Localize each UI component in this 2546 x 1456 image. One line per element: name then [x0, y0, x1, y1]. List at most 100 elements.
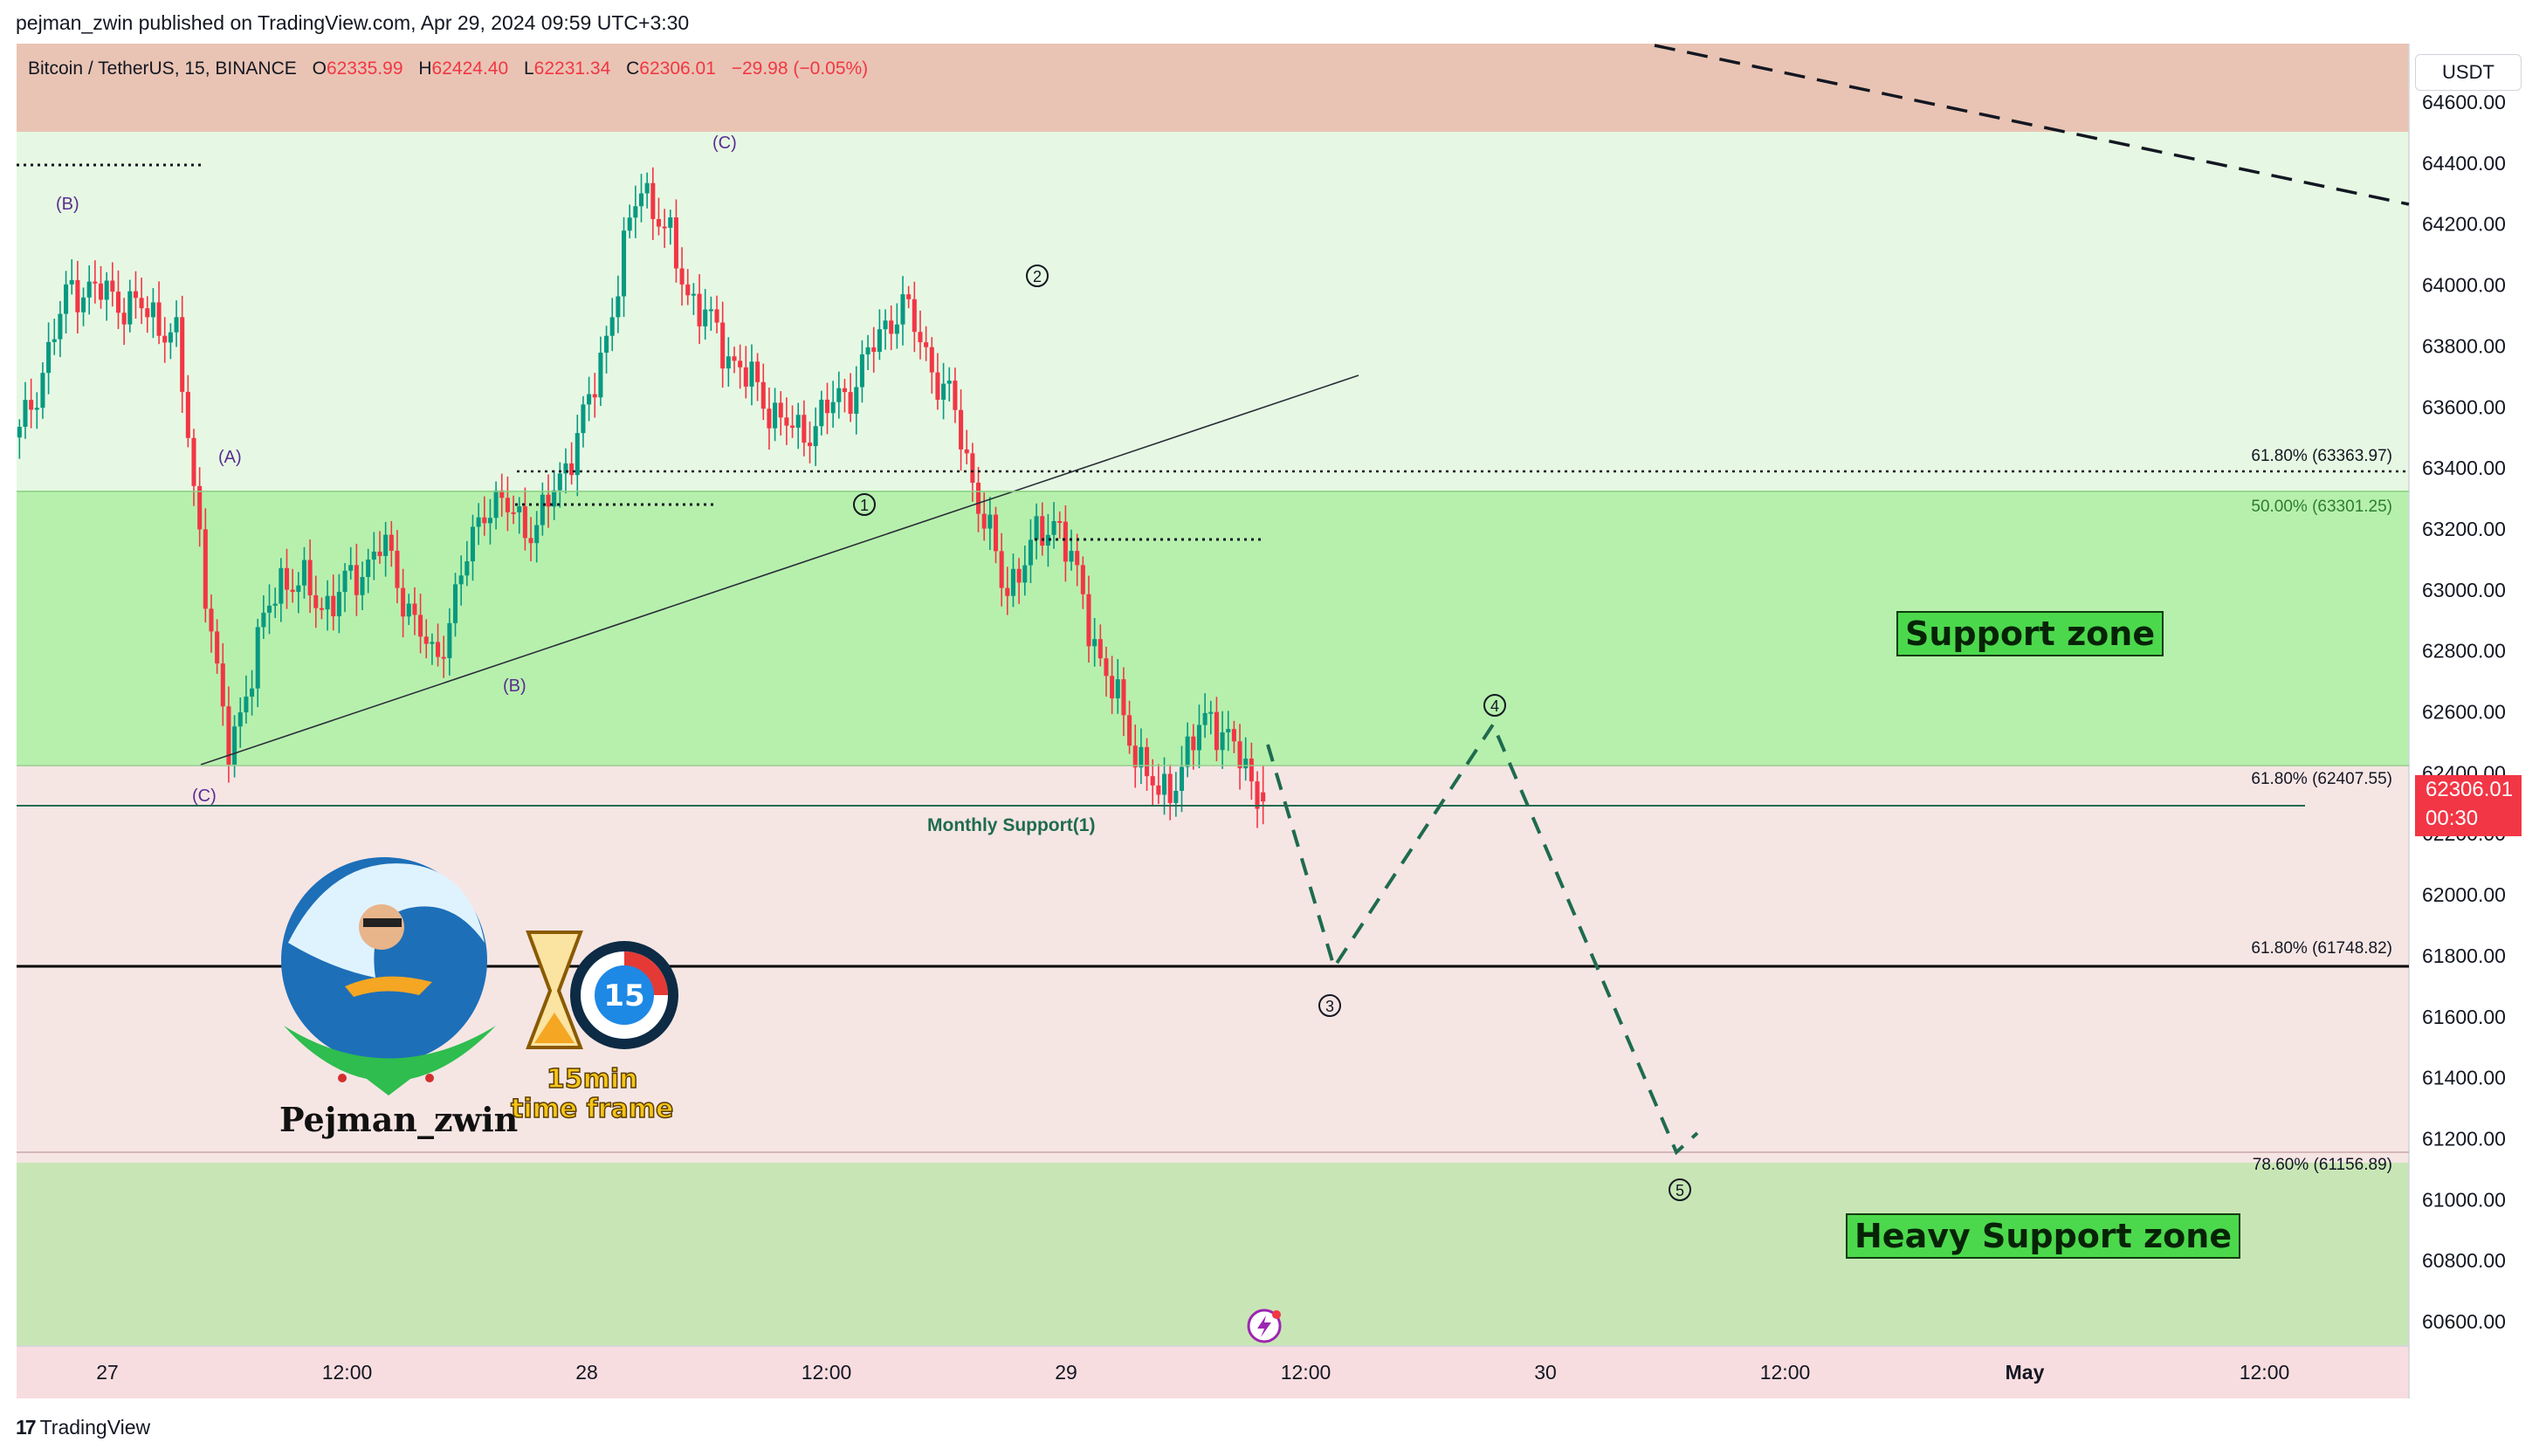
candle-body — [877, 329, 882, 353]
candle-body — [436, 642, 441, 657]
candle-body — [1115, 679, 1120, 699]
candle-body — [871, 347, 877, 353]
fib-label-2: 50.00% (63301.25) — [2251, 498, 2392, 516]
candle-body — [261, 612, 266, 628]
support-zone-label: Support zone — [1896, 611, 2164, 656]
candle-body — [1167, 773, 1173, 803]
candle-body — [1179, 766, 1185, 791]
candle-body — [1028, 539, 1033, 566]
candle-body — [401, 587, 406, 617]
svg-text:4: 4 — [1490, 697, 1499, 715]
candle-body — [1145, 746, 1150, 777]
candle-body — [487, 518, 492, 524]
candle-body — [807, 443, 813, 447]
wave-label-c1: (C) — [192, 786, 217, 806]
candle-body — [1080, 565, 1085, 594]
candle-body — [714, 309, 719, 323]
candle-body — [145, 308, 150, 318]
close-label: C — [626, 58, 640, 79]
elliott-circle-5: 5 — [1669, 1178, 1691, 1201]
candle-body — [505, 498, 510, 512]
tradingview-footer[interactable]: 17 TradingView — [16, 1416, 150, 1439]
candle-body — [743, 367, 748, 387]
candle-body — [673, 217, 678, 269]
symbol-legend[interactable]: Bitcoin / TetherUS, 15, BINANCE O62335.9… — [28, 58, 868, 79]
currency-selector[interactable]: USDT — [2415, 54, 2522, 91]
candle-body — [819, 399, 824, 427]
candle-body — [220, 663, 225, 707]
candle-body — [354, 565, 359, 595]
candle-body — [662, 226, 667, 229]
candle-body — [622, 230, 627, 297]
price-tick-label: 61400.00 — [2422, 1067, 2506, 1089]
monthly-support-label: Monthly Support(1) — [927, 815, 1095, 835]
candle-body — [720, 322, 726, 369]
candle-body — [395, 550, 400, 588]
candle-body — [255, 627, 260, 689]
candle-body — [93, 281, 98, 284]
candle-body — [627, 217, 632, 231]
candle-body — [970, 453, 975, 483]
candle-body — [34, 408, 39, 410]
candle-body — [540, 494, 545, 525]
descending-dashed-trendline — [1654, 44, 2410, 206]
candle-body — [197, 485, 203, 530]
price-tick-label: 63400.00 — [2422, 457, 2506, 479]
candle-body — [993, 514, 999, 552]
candle-body — [633, 206, 638, 218]
candle-body — [546, 494, 551, 507]
last-price-tag: 62306.01 00:30 — [2415, 775, 2522, 836]
candle-body — [81, 297, 86, 312]
candle-body — [528, 538, 533, 544]
timeframe-line-1: 15min — [546, 1064, 638, 1095]
candle-body — [813, 426, 818, 447]
published-header: pejman_zwin published on TradingView.com… — [16, 11, 690, 34]
candle-body — [366, 560, 371, 577]
candle-body — [174, 317, 179, 333]
candle-body — [1022, 565, 1028, 583]
candle-body — [1231, 729, 1236, 742]
svg-text:5: 5 — [1676, 1182, 1684, 1199]
candle-body — [342, 570, 347, 593]
candle-body — [482, 517, 487, 524]
candle-body — [865, 347, 870, 354]
change-value: −29.98 (−0.05%) — [731, 58, 869, 79]
resistance-band — [17, 44, 2409, 132]
candle-body — [1057, 520, 1063, 523]
candle-body — [557, 473, 562, 491]
candle-body — [935, 372, 940, 400]
fib-label-3: 61.80% (62407.55) — [2251, 770, 2392, 788]
candle-body — [1173, 790, 1179, 803]
candle-body — [1034, 516, 1039, 540]
candle-body — [1098, 639, 1103, 659]
candle-body — [511, 512, 516, 514]
candle-body — [738, 361, 743, 367]
candle-body — [17, 426, 22, 438]
candle-body — [883, 320, 888, 330]
candle-body — [1132, 745, 1138, 768]
price-tick-label: 64600.00 — [2422, 91, 2506, 113]
candle-body — [708, 309, 713, 312]
candle-body — [1214, 711, 1219, 751]
heavy-support-zone-label: Heavy Support zone — [1846, 1213, 2241, 1259]
candle-body — [23, 400, 28, 427]
candle-body — [313, 594, 319, 608]
candle-body — [609, 317, 615, 336]
candle-body — [685, 284, 691, 296]
candle-body — [336, 592, 341, 617]
lightning-icon[interactable] — [1247, 1308, 1282, 1343]
svg-text:3: 3 — [1325, 998, 1334, 1015]
time-tick-label: 29 — [1055, 1361, 1077, 1384]
candle-body — [127, 291, 133, 325]
candle-body — [447, 622, 452, 658]
candle-body — [732, 356, 737, 361]
candle-body — [900, 294, 905, 325]
low-label: L — [523, 58, 534, 79]
candle-body — [98, 283, 104, 300]
price-axis-ticks: 64600.00 64400.00 64200.00 64000.00 63800.00… — [2422, 91, 2506, 1333]
candle-body — [981, 513, 987, 529]
price-tick-label: 63000.00 — [2422, 579, 2506, 601]
candle-body — [836, 388, 842, 402]
candle-body — [296, 585, 301, 593]
